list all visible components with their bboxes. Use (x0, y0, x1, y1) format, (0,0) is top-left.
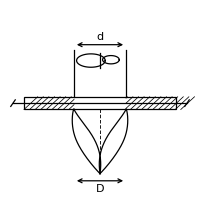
Text: [Fig. 3] Relationship between
the pilot diameter and pilot hole: [Fig. 3] Relationship between the pilot … (6, 4, 190, 27)
Text: d: d (96, 32, 104, 42)
Bar (24, 97, 176, 109)
Text: D: D (96, 184, 104, 194)
